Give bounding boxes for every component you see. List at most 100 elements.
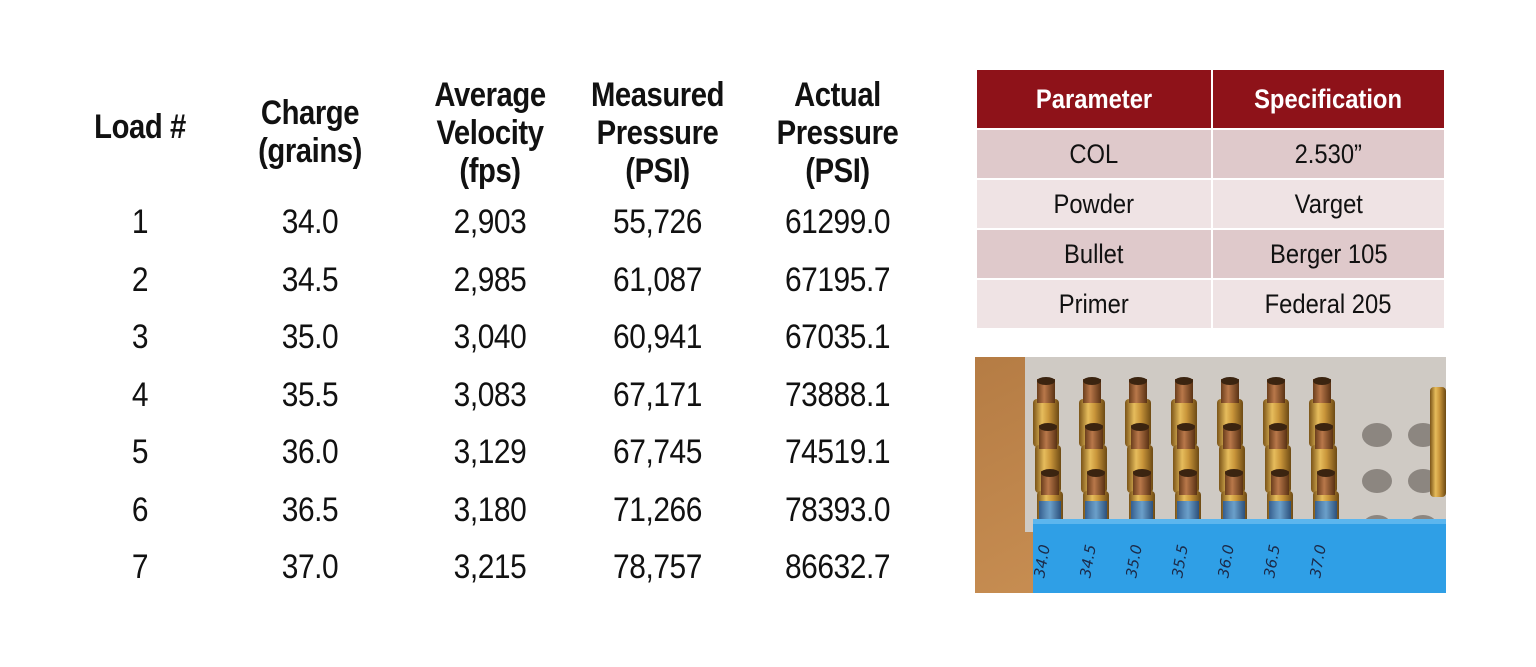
case-mouth [1039, 423, 1057, 431]
load-number-cell: 2 [131, 260, 149, 299]
case-mouth [1267, 377, 1285, 385]
spec-parameter-cell: Powder [975, 178, 1213, 230]
case-mouth [1177, 423, 1195, 431]
measured-pressure-cell: 67,745 [613, 433, 702, 472]
spec-value-cell: Berger 105 [1211, 228, 1446, 280]
load-data-table: Load # Charge (grains) Average Velocity … [60, 58, 940, 597]
velocity-cell: 3,040 [453, 318, 527, 357]
cartridge-tray-photo: 34.0 34.5 35.0 35.5 36.0 36.5 37.0 [975, 357, 1446, 593]
masking-tape [1033, 519, 1446, 593]
header-charge: Charge (grains) [258, 94, 362, 170]
case-mouth [1225, 469, 1243, 477]
velocity-cell: 3,129 [453, 433, 527, 472]
header-load-number: Load # [94, 108, 186, 146]
actual-pressure-cell: 86632.7 [784, 548, 891, 587]
case-neck [1041, 471, 1059, 495]
case-neck [1131, 425, 1149, 449]
tape-strip [1033, 519, 1446, 593]
case-neck [1179, 471, 1197, 495]
case-mouth [1133, 469, 1151, 477]
actual-pressure-cell: 67195.7 [784, 260, 891, 299]
charge-cell: 36.5 [281, 490, 339, 529]
case-neck [1083, 379, 1101, 403]
spec-value-cell: 2.530” [1211, 128, 1446, 180]
case-neck [1085, 425, 1103, 449]
charge-cell: 34.5 [281, 260, 339, 299]
load-row: 5 36.0 3,129 67,745 74519.1 [60, 424, 940, 482]
measured-pressure-cell: 71,266 [613, 490, 702, 529]
charge-cell: 37.0 [281, 548, 339, 587]
spec-row: Bullet Berger 105 [975, 228, 1446, 280]
case-mouth [1085, 423, 1103, 431]
actual-pressure-cell: 67035.1 [784, 318, 891, 357]
tape-label: 37.0 [1306, 543, 1330, 579]
load-number-cell: 7 [131, 548, 149, 587]
velocity-cell: 3,215 [453, 548, 527, 587]
case-mouth [1131, 423, 1149, 431]
spec-parameter-cell: COL [975, 128, 1213, 180]
case-mouth [1221, 377, 1239, 385]
spec-row: Powder Varget [975, 178, 1446, 230]
actual-pressure-cell: 74519.1 [784, 433, 891, 472]
spec-header-specification: Specification [1211, 68, 1446, 130]
load-row: 7 37.0 3,215 78,757 86632.7 [60, 539, 940, 597]
spec-header-row: Parameter Specification [975, 68, 1446, 130]
measured-pressure-cell: 78,757 [613, 548, 702, 587]
case-mouth [1317, 469, 1335, 477]
edge-case-body [1430, 437, 1446, 497]
case-mouth [1037, 377, 1055, 385]
load-number-cell: 1 [131, 203, 149, 242]
case-neck [1317, 471, 1335, 495]
cartridge-case [1079, 377, 1105, 447]
load-number-cell: 6 [131, 490, 149, 529]
case-neck [1175, 379, 1193, 403]
case-neck [1269, 425, 1287, 449]
spec-row: COL 2.530” [975, 128, 1446, 180]
empty-hole [1362, 469, 1392, 493]
case-mouth [1179, 469, 1197, 477]
measured-pressure-cell: 55,726 [613, 203, 702, 242]
tape-label: 35.5 [1168, 543, 1192, 579]
charge-cell: 35.0 [281, 318, 339, 357]
load-number-cell: 3 [131, 318, 149, 357]
cartridge-tray-illustration: 34.0 34.5 35.0 35.5 36.0 36.5 37.0 [975, 357, 1446, 593]
measured-pressure-cell: 60,941 [613, 318, 702, 357]
load-table-header: Load # Charge (grains) Average Velocity … [60, 58, 940, 190]
header-average-velocity: Average Velocity (fps) [434, 76, 546, 190]
velocity-cell: 3,083 [453, 375, 527, 414]
load-row: 2 34.5 2,985 61,087 67195.7 [60, 252, 940, 310]
case-mouth [1271, 469, 1289, 477]
case-neck [1225, 471, 1243, 495]
case-mouth [1041, 469, 1059, 477]
measured-pressure-cell: 67,171 [613, 375, 702, 414]
case-neck [1087, 471, 1105, 495]
case-neck [1039, 425, 1057, 449]
charge-cell: 35.5 [281, 375, 339, 414]
actual-pressure-cell: 73888.1 [784, 375, 891, 414]
load-table-body: 1 34.0 2,903 55,726 61299.0 2 34.5 2,985 61,087 6… [60, 194, 940, 597]
tape-label: 34.0 [1030, 543, 1054, 579]
load-number-cell: 5 [131, 433, 149, 472]
load-row: 3 35.0 3,040 60,941 67035.1 [60, 309, 940, 367]
tape-label: 35.0 [1122, 543, 1146, 579]
case-mouth [1129, 377, 1147, 385]
tape-labels: 34.0 34.5 35.0 35.5 36.0 36.5 37.0 [1030, 543, 1330, 579]
charge-cell: 34.0 [281, 203, 339, 242]
case-neck [1221, 379, 1239, 403]
tape-label: 36.0 [1214, 543, 1238, 579]
header-measured-pressure: Measured Pressure (PSI) [590, 76, 725, 190]
spec-table: Parameter Specification COL 2.530” Powde… [975, 68, 1446, 330]
tape-label: 34.5 [1076, 543, 1100, 579]
case-mouth [1175, 377, 1193, 385]
load-row: 1 34.0 2,903 55,726 61299.0 [60, 194, 940, 252]
charge-cell: 36.0 [281, 433, 339, 472]
case-mouth [1223, 423, 1241, 431]
velocity-cell: 2,985 [453, 260, 527, 299]
velocity-cell: 2,903 [453, 203, 527, 242]
case-neck [1315, 425, 1333, 449]
velocity-cell: 3,180 [453, 490, 527, 529]
tape-highlight [1033, 519, 1446, 524]
case-neck [1129, 379, 1147, 403]
case-mouth [1315, 423, 1333, 431]
spec-header-parameter: Parameter [975, 68, 1213, 130]
